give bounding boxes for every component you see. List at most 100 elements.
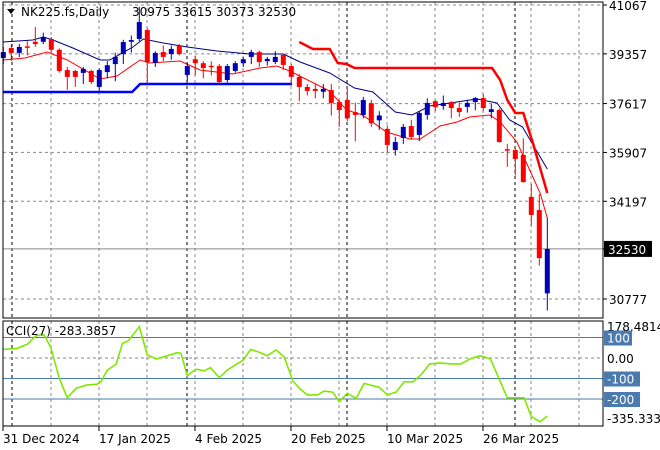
candle-body [64, 70, 70, 77]
bear-candle [56, 48, 62, 73]
bear-candle [344, 88, 350, 122]
candle-body [464, 102, 470, 107]
bear-candle [176, 44, 182, 56]
candle-body [136, 22, 142, 39]
bull-candle [488, 104, 494, 119]
candle-body [80, 68, 86, 73]
candle-body [264, 58, 270, 62]
price-tick-label: 30777 [609, 293, 647, 307]
cci-tick-label: -335.3339 [607, 412, 660, 426]
candle-body [104, 65, 110, 73]
candle-body [488, 109, 494, 113]
bull-candle [168, 45, 174, 60]
main-plot-border [2, 1, 604, 319]
bear-candle [408, 119, 414, 140]
cci-tick-label: 100 [607, 332, 630, 346]
candle-body [192, 59, 198, 64]
bull-candle [464, 99, 470, 113]
stop-upper-line [298, 40, 549, 194]
current-price-tag [604, 240, 652, 257]
candle-body [320, 88, 326, 92]
bull-candle [80, 66, 86, 85]
candle-body [184, 66, 190, 75]
bear-candle [368, 99, 374, 127]
bull-candle [112, 52, 118, 82]
candle-body [48, 38, 54, 50]
bear-candle [200, 61, 206, 79]
candle-body [256, 52, 262, 63]
bear-candle [432, 99, 438, 112]
bull-candle [376, 111, 382, 130]
bear-candle [328, 84, 334, 116]
cci-title: CCI(27) -283.3857 [6, 324, 116, 338]
ma-fast-line [3, 51, 548, 219]
bear-candle [88, 69, 94, 85]
candle-body [352, 112, 358, 115]
bear-candle [512, 148, 518, 176]
chart-header: NK225.fs,Daily 30975 33615 30373 32530 [7, 5, 296, 19]
bear-candle [208, 61, 214, 76]
price-tick-label: 41067 [609, 0, 647, 13]
candle-body [360, 100, 366, 115]
bear-candle [528, 184, 534, 226]
bull-candle [128, 35, 134, 53]
candle-body [296, 76, 302, 87]
bear-candle [48, 36, 54, 53]
bull-candle [272, 51, 278, 65]
bear-candle [64, 66, 70, 90]
cci-tick-label: -200 [607, 393, 634, 407]
candle-body [528, 196, 534, 215]
candle-body [144, 30, 150, 63]
candle-body [240, 59, 246, 64]
candle-body [384, 128, 390, 145]
bull-candle [544, 217, 550, 311]
indicator-overlays [3, 36, 549, 219]
bull-candle [96, 68, 102, 93]
candle-body [336, 102, 342, 111]
price-axis: 41067 39357 37617 35907 34197 32530 30777 [603, 0, 652, 307]
bear-candle [8, 44, 14, 62]
candle-body [176, 46, 182, 55]
bull-candle [424, 98, 430, 120]
time-axis: 31 Dec 2024 17 Jan 2025 4 Feb 2025 20 Feb 2… [2, 426, 559, 446]
candle-body [216, 66, 222, 83]
candle-body [512, 150, 518, 159]
bull-candle [240, 56, 246, 67]
bear-candle [448, 101, 454, 119]
candle-body [152, 52, 158, 63]
bull-candle [320, 84, 326, 99]
candle-body [504, 149, 510, 151]
bull-candle [264, 56, 270, 66]
candle-body [224, 66, 230, 81]
bull-candle [184, 62, 190, 82]
candle-body [24, 46, 30, 48]
candle-body [8, 48, 14, 53]
bull-candle [224, 64, 230, 83]
bear-candle [296, 74, 302, 102]
candle-body [280, 54, 286, 65]
cci-line [3, 324, 548, 423]
bear-candle [144, 28, 150, 85]
candle-body [88, 70, 94, 83]
bull-candle [152, 51, 158, 67]
price-tick-label: 39357 [609, 48, 647, 62]
dropdown-triangle-icon[interactable] [7, 9, 15, 14]
bear-candle [288, 64, 294, 85]
time-tick-label: 10 Mar 2025 [387, 432, 463, 446]
ohlc-readout: 30975 33615 30373 32530 [132, 5, 296, 19]
candle-body [56, 49, 62, 71]
bull-candle [232, 61, 238, 73]
candle-body [408, 126, 414, 137]
candle-body [40, 36, 46, 42]
bull-candle [136, 6, 142, 42]
ma-slow-line [3, 36, 548, 170]
candle-body [432, 101, 438, 108]
candle-body [16, 46, 22, 53]
candle-body [376, 115, 382, 121]
candle-body [480, 98, 486, 109]
candle-body [416, 112, 422, 135]
bear-candle [520, 138, 526, 183]
candle-body [312, 88, 318, 91]
candle-body [160, 52, 166, 57]
